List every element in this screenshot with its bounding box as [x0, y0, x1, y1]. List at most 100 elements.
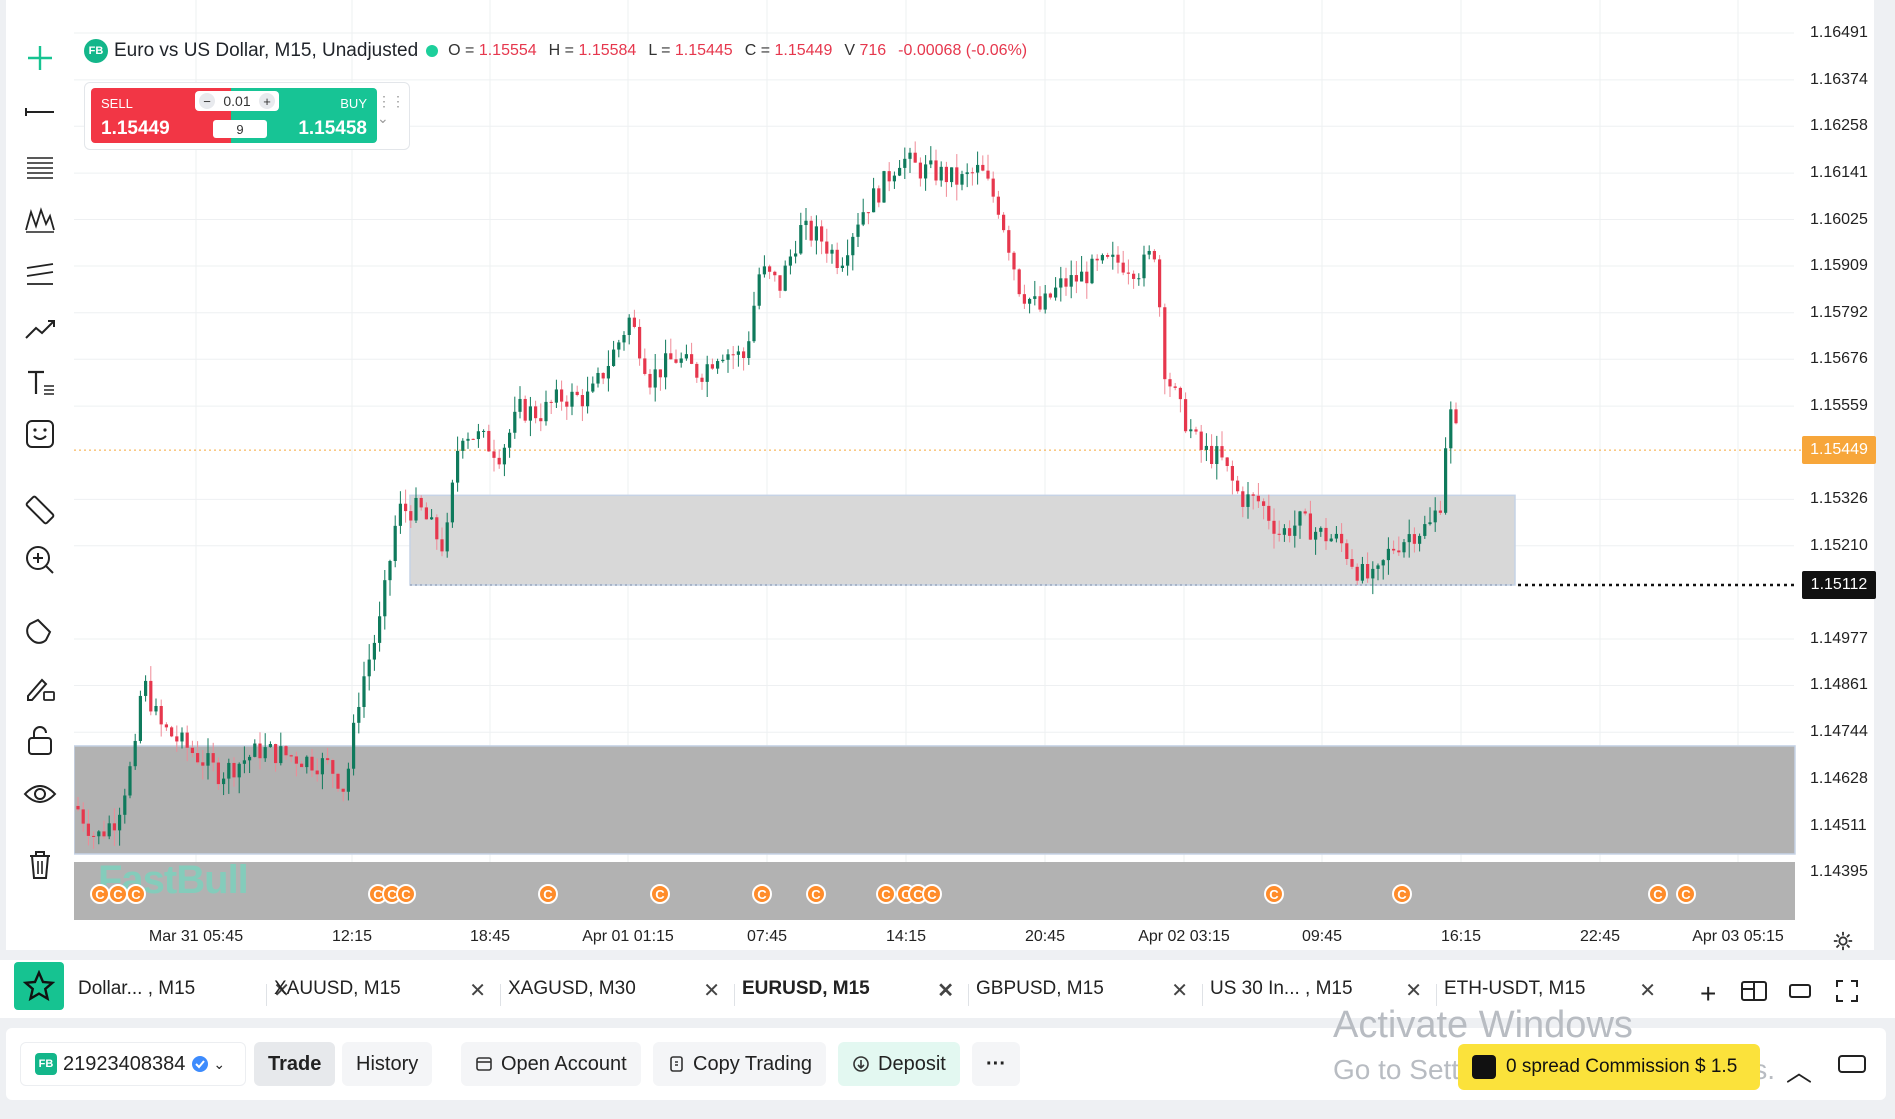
- collapse-up-icon[interactable]: ︿: [1786, 1057, 1813, 1087]
- buy-label: BUY: [340, 96, 367, 111]
- unlock-icon[interactable]: [20, 720, 60, 760]
- horizontal-line-icon[interactable]: [20, 92, 60, 132]
- candle-body: [1168, 379, 1172, 387]
- chart-tab[interactable]: GBPUSD, M15 ✕: [970, 966, 1200, 1012]
- candle-body: [268, 744, 272, 748]
- close-tab-icon[interactable]: ✕: [1639, 980, 1656, 1002]
- close-tab-icon[interactable]: ✕: [273, 980, 290, 1002]
- pattern-icon[interactable]: [20, 200, 60, 240]
- chart-settings-gear-icon[interactable]: [1832, 930, 1854, 952]
- economic-event-marker[interactable]: C: [650, 884, 670, 904]
- zoom-in-icon[interactable]: [20, 540, 60, 580]
- candle-body: [1038, 296, 1042, 310]
- window-restore-icon[interactable]: [1838, 1054, 1866, 1079]
- channel-icon[interactable]: [20, 254, 60, 294]
- chart-tab[interactable]: XAUUSD, M15 ✕: [268, 966, 498, 1012]
- verified-icon: [192, 1056, 209, 1072]
- trash-icon[interactable]: [20, 844, 60, 884]
- price-axis-label: 1.15909: [1810, 256, 1868, 274]
- open-account-label: Open Account: [501, 1052, 627, 1075]
- candle-body: [76, 805, 80, 810]
- candle-body: [924, 164, 928, 179]
- candle-body: [289, 755, 293, 757]
- brush-lock-icon[interactable]: [20, 666, 60, 706]
- candle-body: [112, 823, 116, 831]
- more-button[interactable]: ···: [972, 1042, 1020, 1086]
- chart-tab[interactable]: EURUSD, M15 ✕: [736, 966, 966, 1012]
- lot-increase-button[interactable]: +: [259, 93, 275, 109]
- economic-event-marker[interactable]: C: [126, 884, 146, 904]
- candle-body: [820, 226, 824, 242]
- economic-event-marker[interactable]: C: [108, 884, 128, 904]
- candle-body: [1423, 524, 1427, 536]
- close-tab-icon[interactable]: ✕: [469, 980, 486, 1002]
- candle-body: [918, 162, 922, 179]
- account-selector[interactable]: FB 21923408384 ⌄: [20, 1042, 246, 1086]
- candle-body: [1303, 511, 1307, 514]
- favorites-star-button[interactable]: [14, 962, 64, 1010]
- trend-line-icon[interactable]: [20, 308, 60, 348]
- economic-event-marker[interactable]: C: [876, 884, 896, 904]
- price-chart[interactable]: [74, 0, 1874, 950]
- chart-tab[interactable]: ETH-USDT, M15 ✕: [1438, 966, 1668, 1012]
- close-tab-icon[interactable]: ✕: [703, 980, 720, 1002]
- candle-body: [196, 753, 200, 763]
- economic-event-marker[interactable]: C: [1392, 884, 1412, 904]
- economic-event-marker[interactable]: C: [1648, 884, 1668, 904]
- spread-value: 9: [213, 120, 267, 138]
- chart-tab[interactable]: US 30 In... , M15 ✕: [1204, 966, 1434, 1012]
- crosshair-plus-icon[interactable]: [20, 38, 60, 78]
- close-tab-icon[interactable]: ✕: [1405, 980, 1422, 1002]
- layout-split-icon[interactable]: [1741, 980, 1767, 1007]
- economic-event-marker[interactable]: C: [90, 884, 110, 904]
- history-button[interactable]: History: [342, 1042, 433, 1086]
- eye-icon[interactable]: [20, 774, 60, 814]
- candle-body: [1236, 480, 1240, 492]
- chart-tab[interactable]: XAGUSD, M30 ✕: [502, 966, 732, 1012]
- emoji-icon[interactable]: [20, 414, 60, 454]
- economic-event-marker[interactable]: C: [538, 884, 558, 904]
- copy-trading-button[interactable]: Copy Trading: [653, 1042, 826, 1086]
- candle-body: [1386, 548, 1390, 561]
- candle-body: [799, 225, 803, 254]
- candle-body: [102, 831, 106, 837]
- single-layout-icon[interactable]: [1789, 982, 1811, 1005]
- lot-size-value[interactable]: 0.01: [223, 93, 251, 109]
- drag-handle-icon[interactable]: ⋮⋮ ⌄: [377, 93, 405, 126]
- ruler-icon[interactable]: [20, 490, 60, 530]
- close-tab-icon[interactable]: ✕: [1171, 980, 1188, 1002]
- support-zone-light[interactable]: [409, 494, 1516, 586]
- fullscreen-icon[interactable]: [1836, 980, 1858, 1007]
- magnet-icon[interactable]: [20, 612, 60, 652]
- economic-event-marker[interactable]: C: [752, 884, 772, 904]
- support-zone-dark[interactable]: [74, 745, 1796, 855]
- chart-tab[interactable]: Dollar... , M15 ✕: [72, 966, 302, 1012]
- add-tab-plus-icon[interactable]: +: [1700, 978, 1717, 1009]
- chart-tab-label: ETH-USDT, M15: [1444, 978, 1586, 999]
- text-tool-icon[interactable]: [20, 362, 60, 402]
- deposit-button[interactable]: Deposit: [838, 1042, 960, 1086]
- economic-event-marker[interactable]: C: [1264, 884, 1284, 904]
- time-axis-label: Mar 31 05:45: [148, 928, 244, 945]
- candle-body: [341, 788, 345, 792]
- close-tab-icon[interactable]: ✕: [937, 980, 954, 1002]
- economic-event-marker[interactable]: C: [922, 884, 942, 904]
- promo-banner[interactable]: 0 spread Commission $ 1.5: [1458, 1044, 1760, 1090]
- candle-body: [560, 389, 564, 402]
- trade-button[interactable]: Trade: [254, 1042, 336, 1086]
- economic-event-marker[interactable]: C: [396, 884, 416, 904]
- lot-stepper[interactable]: − 0.01 +: [195, 91, 279, 111]
- lot-decrease-button[interactable]: −: [199, 93, 215, 109]
- fib-lines-icon[interactable]: [20, 146, 60, 186]
- candle-body: [1111, 254, 1115, 257]
- economic-event-marker[interactable]: C: [1676, 884, 1696, 904]
- economic-event-marker[interactable]: C: [806, 884, 826, 904]
- candle-body: [965, 172, 969, 175]
- candle-body: [424, 507, 428, 520]
- candle-body: [960, 174, 964, 185]
- candle-body: [523, 398, 527, 421]
- candle-body: [1116, 254, 1120, 263]
- chart-area[interactable]: [74, 0, 1874, 950]
- open-account-button[interactable]: Open Account: [461, 1042, 641, 1086]
- symbol-title[interactable]: Euro vs US Dollar, M15, Unadjusted: [114, 40, 419, 61]
